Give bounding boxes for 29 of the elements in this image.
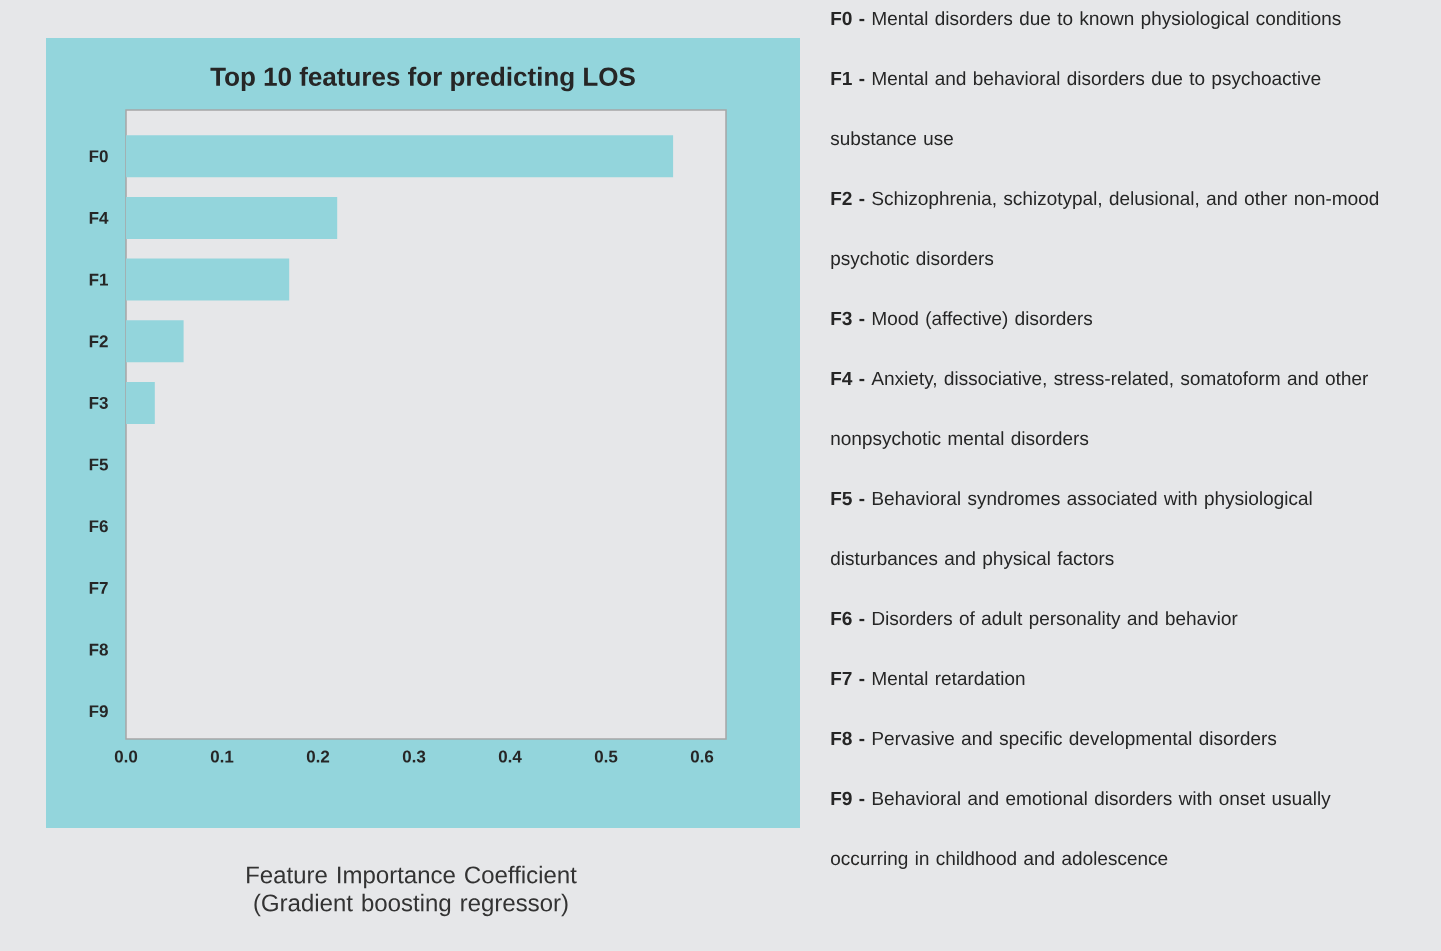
text: F1 - Mental and behavioral disorders due to psychoactive substance use bbox=[830, 71, 1321, 146]
text: F2 - Schizophrenia, schizotypal, delusional, and other non-mood psychotic disorders bbox=[831, 191, 1379, 269]
text: F8 - Pervasive and specific developmental disorders bbox=[831, 731, 1277, 749]
y-tick-label: F2 bbox=[89, 335, 108, 348]
x-tick-label: 0.0 bbox=[114, 750, 138, 763]
x-tick-label: 0.3 bbox=[402, 750, 426, 763]
text: F7 - Mental retardation bbox=[831, 671, 1025, 686]
chart-title: Top 10 features for predicting LOS bbox=[210, 66, 635, 92]
y-tick-label: F7 bbox=[89, 582, 108, 594]
y-tick-label: F0 bbox=[89, 150, 108, 163]
text: F0 - Mental disorders due to known physiological conditions bbox=[831, 11, 1341, 29]
y-tick-label: F6 bbox=[89, 520, 108, 533]
x-tick-label: 0.4 bbox=[498, 750, 522, 763]
x-tick-label: 0.2 bbox=[306, 750, 330, 763]
x-tick-label: 0.1 bbox=[210, 750, 234, 763]
y-tick-label: F1 bbox=[89, 273, 108, 286]
y-tick-label: F4 bbox=[89, 212, 109, 224]
y-tick-label: F9 bbox=[89, 705, 108, 718]
x-tick-label: 0.5 bbox=[594, 750, 618, 763]
y-tick-label: F3 bbox=[89, 396, 108, 409]
x-axis-title: Feature Importance Coefficient (Gradient boosting regressor) bbox=[247, 865, 577, 917]
text: F9 - Behavioral and emotional disorders with onset usually occurring in childhood and adolescence bbox=[831, 791, 1331, 869]
text: F5 - Behavioral syndromes associated with physiological disturbances and physical factors bbox=[831, 491, 1312, 569]
text: F6 - Disorders of adult personality and behavior bbox=[831, 611, 1238, 629]
y-tick-label: F8 bbox=[89, 643, 108, 656]
text: F4 - Anxiety, dissociative, stress-related, somatoform and other nonpsychotic mental disorders bbox=[831, 371, 1369, 449]
x-tick-label: 0.6 bbox=[690, 750, 714, 763]
y-tick-label: F5 bbox=[89, 458, 108, 471]
text: F3 - Mood (affective) disorders bbox=[831, 311, 1093, 329]
